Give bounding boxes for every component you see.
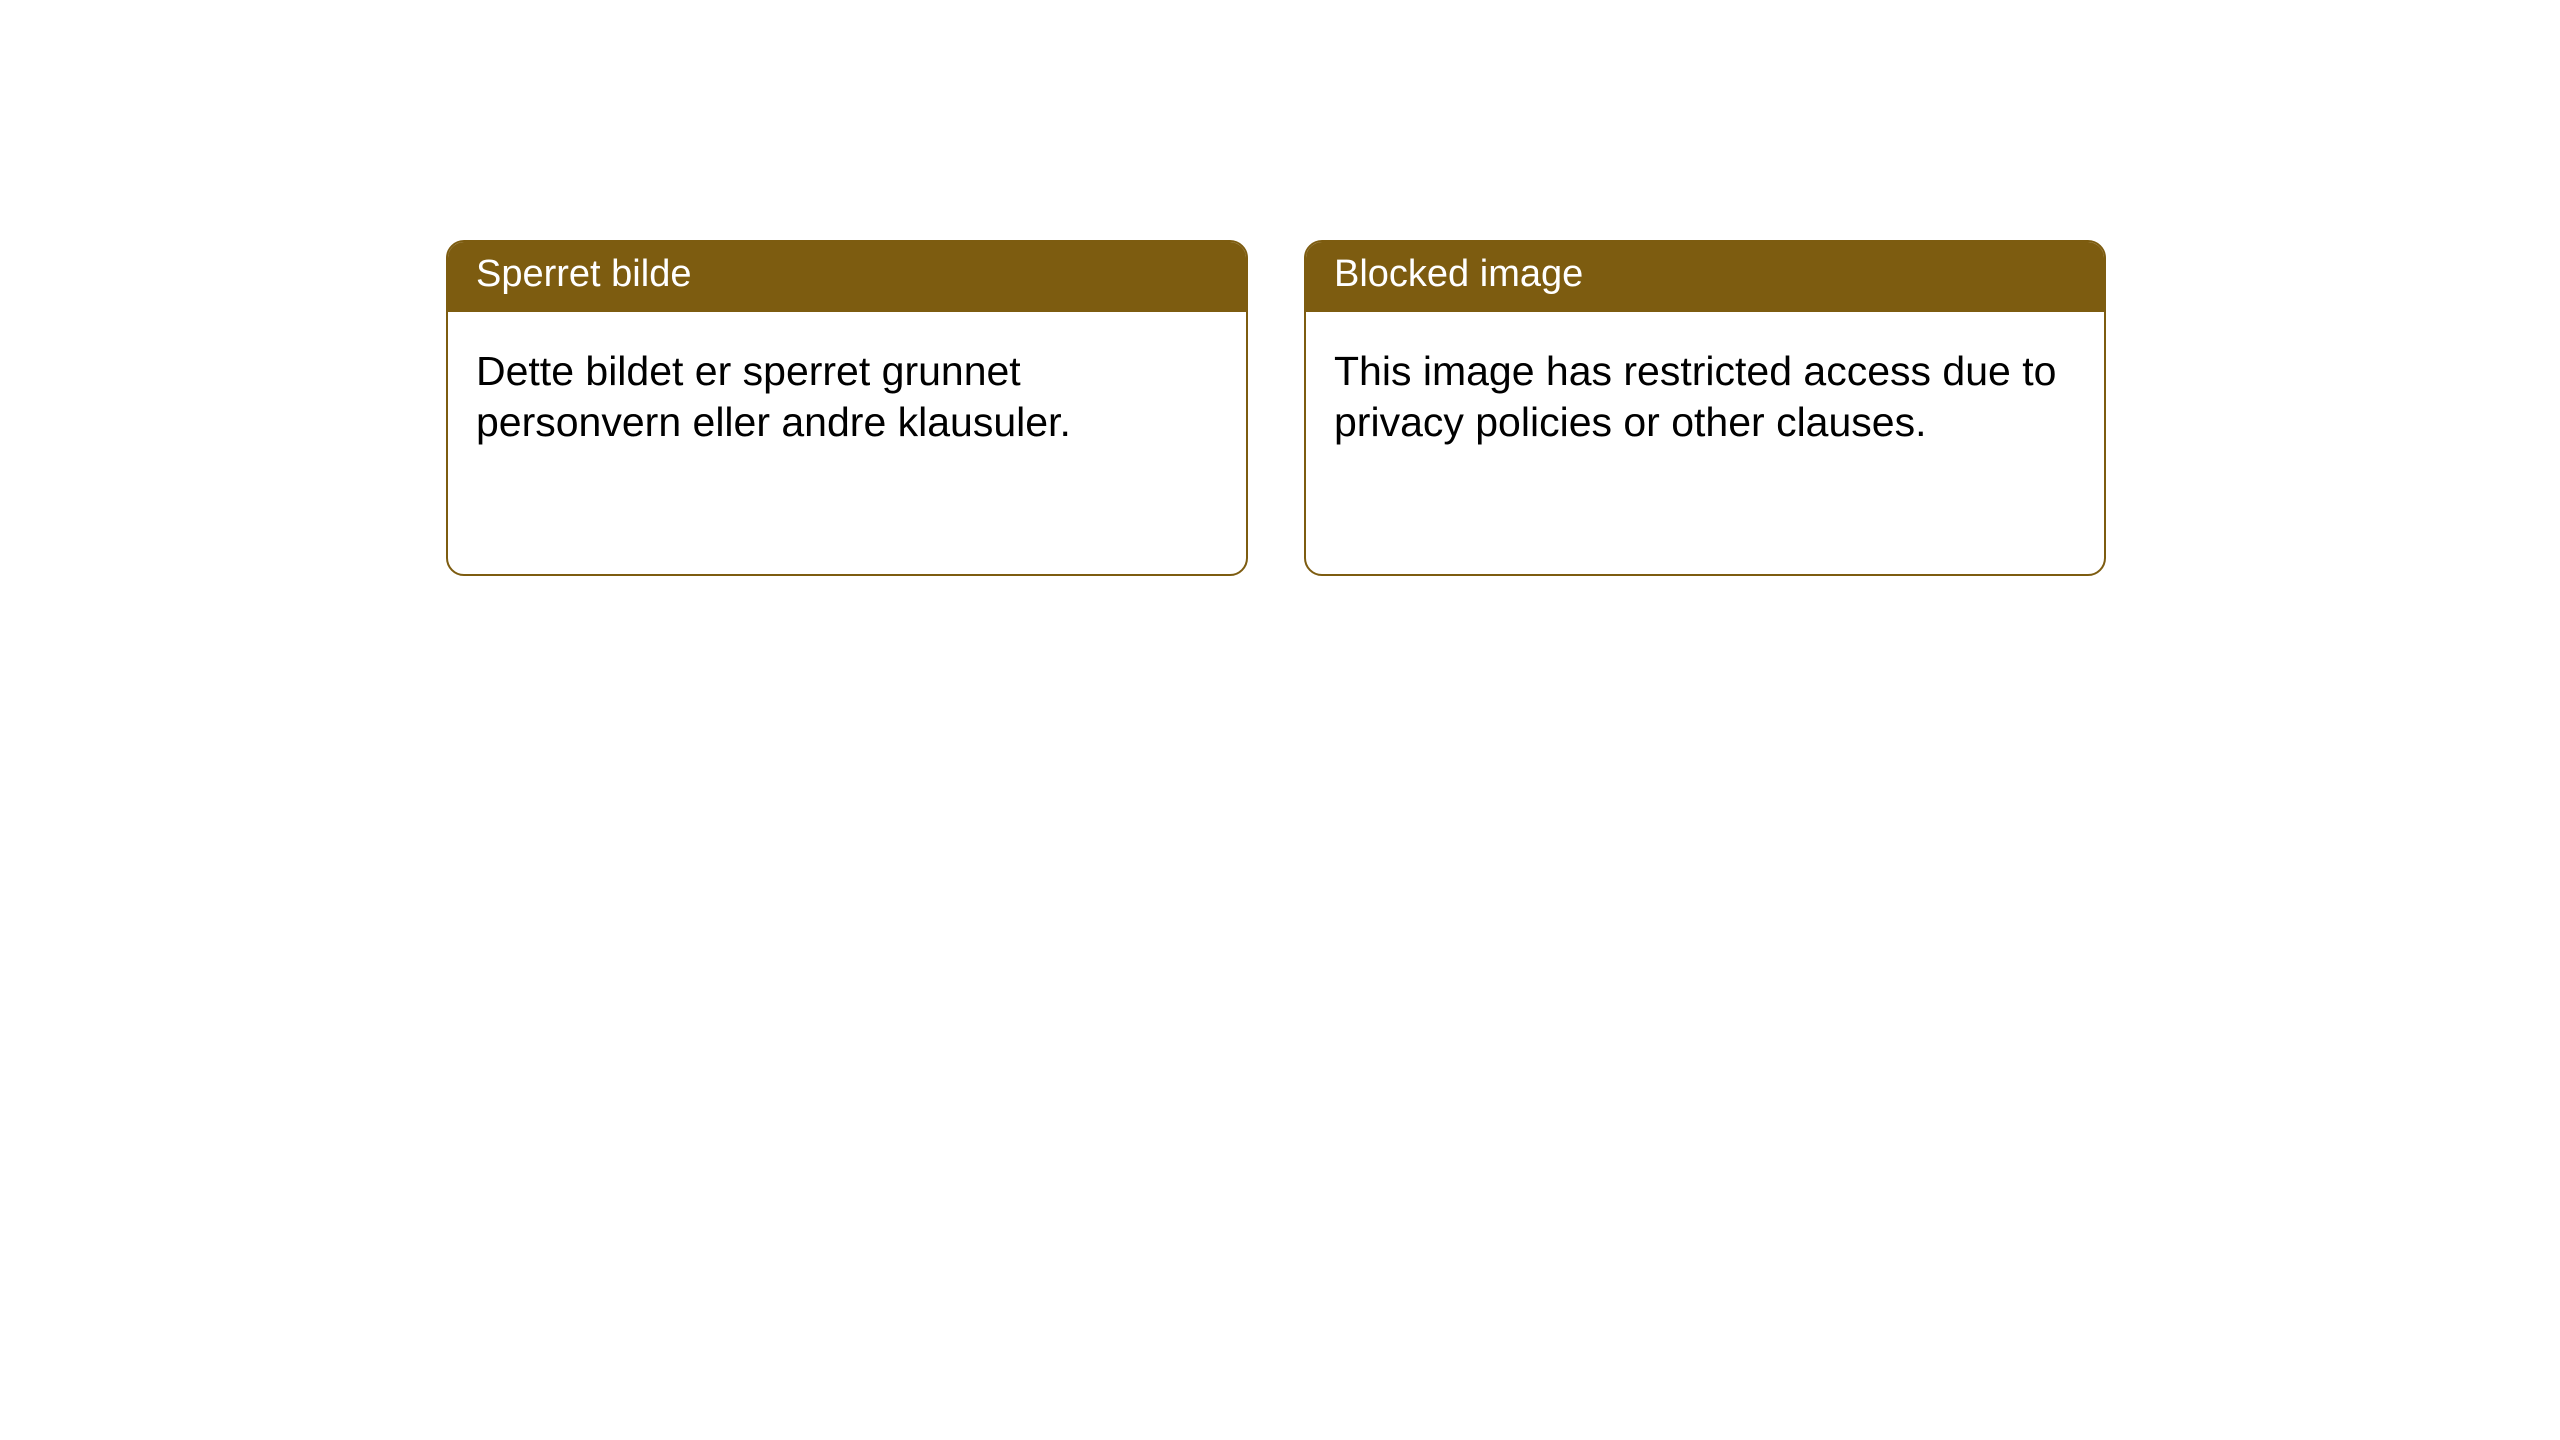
card-title: Sperret bilde <box>476 253 691 295</box>
card-message: This image has restricted access due to … <box>1334 348 2056 446</box>
card-message: Dette bildet er sperret grunnet personve… <box>476 348 1071 446</box>
card-header: Blocked image <box>1306 242 2104 312</box>
card-title: Blocked image <box>1334 253 1583 295</box>
notice-card-norwegian: Sperret bilde Dette bildet er sperret gr… <box>446 240 1248 576</box>
notice-cards-container: Sperret bilde Dette bildet er sperret gr… <box>446 240 2106 576</box>
card-header: Sperret bilde <box>448 242 1246 312</box>
notice-card-english: Blocked image This image has restricted … <box>1304 240 2106 576</box>
card-body: This image has restricted access due to … <box>1306 312 2104 477</box>
card-body: Dette bildet er sperret grunnet personve… <box>448 312 1246 477</box>
